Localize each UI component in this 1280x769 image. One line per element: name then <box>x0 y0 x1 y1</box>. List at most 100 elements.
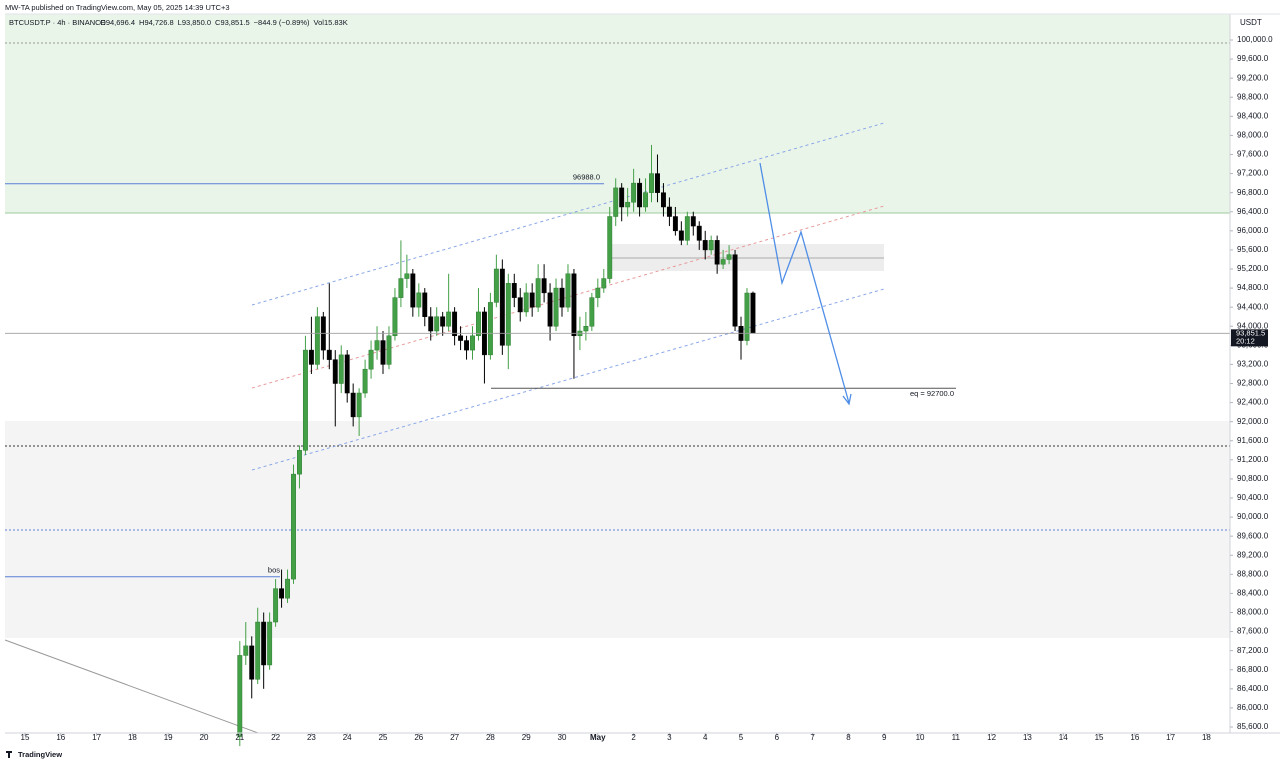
last-price-label: 93,851.5 <box>1236 328 1265 337</box>
x-tick-label: 5 <box>739 733 744 742</box>
y-tick-label: 94,400.0 <box>1237 302 1269 311</box>
candle-body <box>744 292 750 341</box>
candle-body <box>690 216 696 227</box>
countdown: 20:12 <box>1236 336 1255 345</box>
candle-body <box>625 201 631 208</box>
x-tick-label: 10 <box>916 733 925 742</box>
symbol: BTCUSDT.P · 4h · BINANCE <box>9 18 106 27</box>
x-tick-label: 8 <box>846 733 851 742</box>
logo-icon <box>6 751 12 758</box>
candle-body <box>595 287 601 298</box>
candle-body <box>726 254 732 260</box>
y-tick-label: 88,400.0 <box>1237 589 1269 598</box>
candle-body <box>344 354 350 394</box>
y-tick-label: 89,600.0 <box>1237 531 1269 540</box>
x-tick-label: 23 <box>307 733 316 742</box>
y-tick-label: 94,800.0 <box>1237 283 1269 292</box>
candle-body <box>601 278 607 289</box>
y-tick-label: 90,400.0 <box>1237 493 1269 502</box>
candle-body <box>529 292 535 308</box>
candle-body <box>356 392 362 418</box>
y-tick-label: 95,200.0 <box>1237 264 1269 273</box>
x-tick-label: 30 <box>558 733 567 742</box>
x-tick-label: 12 <box>987 733 996 742</box>
candle-body <box>237 655 243 737</box>
candle-body <box>476 311 481 337</box>
y-tick-label: 98,000.0 <box>1237 131 1269 140</box>
x-tick-label: 28 <box>486 733 495 742</box>
candle-body <box>267 621 273 666</box>
y-tick-label: 85,600.0 <box>1237 722 1269 731</box>
candle-body <box>392 297 398 337</box>
candle-body <box>452 311 458 337</box>
candle-body <box>505 283 511 346</box>
x-tick-label: 3 <box>667 733 672 742</box>
candle-body <box>696 225 702 241</box>
x-tick-label: 18 <box>1202 733 1211 742</box>
x-tick-label: 27 <box>450 733 459 742</box>
x-tick-label: 17 <box>92 733 101 742</box>
y-tick-label: 98,400.0 <box>1237 111 1269 120</box>
x-tick-label: 16 <box>56 733 65 742</box>
candle-body <box>499 268 505 346</box>
x-tick-label: 9 <box>882 733 887 742</box>
candle-body <box>666 206 672 217</box>
candle-body <box>302 349 308 451</box>
y-tick-label: 88,000.0 <box>1237 608 1269 617</box>
x-tick-label: 11 <box>952 733 961 742</box>
candle-body <box>720 259 726 265</box>
x-tick-label: 29 <box>522 733 531 742</box>
x-tick-label: 4 <box>703 733 708 742</box>
candle-body <box>678 230 684 241</box>
x-tick-label: 26 <box>414 733 423 742</box>
candle-body <box>464 340 469 351</box>
y-tick-label: 91,200.0 <box>1237 455 1269 464</box>
ohlc-value: L93,850.0 <box>178 18 211 27</box>
candle-body <box>672 216 678 232</box>
y-tick-label: 92,400.0 <box>1237 398 1269 407</box>
y-tick-label: 100,000.0 <box>1237 35 1273 44</box>
y-tick-label: 91,600.0 <box>1237 436 1269 445</box>
candle-body <box>589 297 595 327</box>
x-tick-label: 24 <box>343 733 352 742</box>
candle-body <box>446 311 452 327</box>
y-tick-label: 89,200.0 <box>1237 550 1269 559</box>
candle-body <box>261 621 267 666</box>
candle-body <box>660 192 666 208</box>
ohlc-value: −844.9 (−0.89%) <box>254 18 310 27</box>
candle-body <box>291 473 296 580</box>
x-tick-label: 19 <box>164 733 173 742</box>
candle-body <box>643 192 648 208</box>
footer-logo: TradingView <box>18 750 62 759</box>
candle-body <box>338 354 344 384</box>
candle-body <box>368 349 374 370</box>
y-tick-label: 98,800.0 <box>1237 92 1269 101</box>
candle-body <box>410 273 416 308</box>
y-tick-label: 96,800.0 <box>1237 188 1269 197</box>
candle-body <box>470 335 475 351</box>
x-tick-label: 7 <box>810 733 815 742</box>
candle-body <box>714 240 720 265</box>
candle-body <box>631 182 637 203</box>
currency: USDT <box>1240 18 1262 27</box>
candle-body <box>702 240 708 251</box>
candle-body <box>362 368 368 394</box>
y-tick-label: 94,000.0 <box>1237 321 1269 330</box>
candle-body <box>380 340 386 365</box>
candle-body <box>249 645 255 680</box>
x-tick-label: 16 <box>1130 733 1139 742</box>
y-tick-label: 97,600.0 <box>1237 150 1269 159</box>
candle-body <box>326 349 332 360</box>
x-tick-label: 17 <box>1166 733 1175 742</box>
x-tick-label: 6 <box>775 733 780 742</box>
candle-body <box>619 187 625 208</box>
y-tick-label: 99,600.0 <box>1237 54 1269 63</box>
y-tick-label: 97,200.0 <box>1237 169 1269 178</box>
y-tick-label: 99,200.0 <box>1237 73 1269 82</box>
candle-body <box>285 578 290 599</box>
candle-body <box>732 254 738 327</box>
y-tick-label: 92,800.0 <box>1237 379 1269 388</box>
candle-body <box>637 182 643 208</box>
ohlc-value: H94,726.8 <box>139 18 174 27</box>
